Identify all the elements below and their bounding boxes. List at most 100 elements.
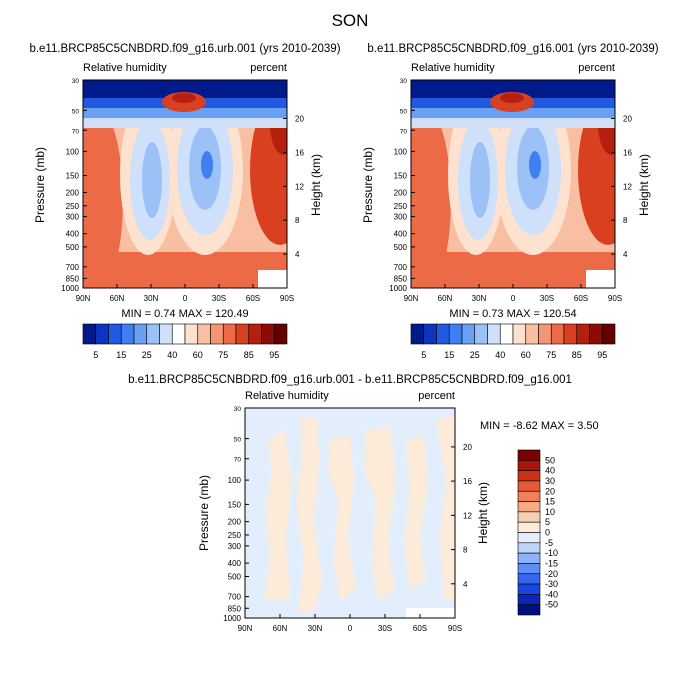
diff-y2-tick-label: 16 <box>463 477 472 486</box>
left-colorbar-box <box>210 323 224 345</box>
diff-panel-title: b.e11.BRCP85C5CNBDRD.f09_g16.urb.001 - b… <box>128 374 572 386</box>
diff-colorbar-box <box>517 594 541 605</box>
left-contour-field <box>83 80 287 288</box>
left-colorbar-box <box>171 323 186 345</box>
left-colorbar-label: 95 <box>269 350 279 360</box>
diff-y-tick-label: 850 <box>228 604 242 613</box>
left-colorbar-label: 85 <box>244 350 254 360</box>
right-stats: MIN = 0.73 MAX = 120.54 <box>449 308 576 320</box>
right-strat-layer-4 <box>411 80 615 98</box>
right-colorbar-label: 25 <box>470 350 480 360</box>
left-y2-tick-label: 4 <box>295 250 300 259</box>
left-y2-tick-label: 8 <box>295 216 300 225</box>
left-colorbar-box <box>133 323 148 345</box>
left-terrain-mask <box>258 270 287 288</box>
left-x-tick-label: 30S <box>212 294 226 303</box>
right-colorbar-box <box>525 323 539 345</box>
right-colorbar-label: 75 <box>546 350 556 360</box>
left-x-tick-label: 90S <box>280 294 294 303</box>
right-colorbar-box <box>589 323 603 345</box>
right-colorbar-box <box>436 323 450 345</box>
right-y-tick-label: 150 <box>394 171 408 180</box>
diff-colorbar-label: -10 <box>545 548 558 558</box>
left-panel-title: b.e11.BRCP85C5CNBDRD.f09_g16.urb.001 (yr… <box>29 43 340 55</box>
right-y-tick-label: 400 <box>394 230 408 239</box>
diff-y-tick-label: 400 <box>228 559 242 568</box>
diff-axes: 90N 60N 30N 0 30S 60S 90S 30 50 70 100 150 200 250 300… <box>223 406 472 633</box>
left-axes: 90N 60N 30N 0 30S 60S 90S 30 50 70 100 150 200 250 300… <box>61 78 304 303</box>
right-y-tick-label: 850 <box>394 274 408 283</box>
left-variable-label: Relative humidity <box>83 62 167 74</box>
diff-positive-region-4 <box>364 426 396 600</box>
right-sh-dry-core <box>529 151 541 179</box>
left-y-tick-label: 50 <box>72 108 80 115</box>
right-x-tick-label: 60S <box>574 294 588 303</box>
right-colorbar-box <box>538 323 552 345</box>
diff-colorbar-box <box>517 521 541 533</box>
figure-title: SON <box>332 11 369 30</box>
left-colorbar-box <box>184 323 199 345</box>
diff-y-tick-label: 30 <box>234 406 242 413</box>
diff-colorbar-box <box>517 470 541 482</box>
left-y-tick-label: 850 <box>66 274 80 283</box>
left-colorbar-box <box>159 323 173 345</box>
left-colorbar-label: 60 <box>193 350 203 360</box>
diff-colorbar-box <box>517 480 541 492</box>
right-colorbar-label: 60 <box>521 350 531 360</box>
left-nh-dry-core <box>142 142 162 218</box>
left-tropopause-moist-core <box>172 93 196 103</box>
diff-y-tick-label: 1000 <box>223 614 241 623</box>
right-contour-field <box>411 80 615 288</box>
right-y2-tick-label: 12 <box>623 182 632 191</box>
diff-y2-tick-label: 4 <box>463 580 468 589</box>
left-stats: MIN = 0.74 MAX = 120.49 <box>121 308 248 320</box>
diff-variable-label: Relative humidity <box>245 390 329 402</box>
diff-colorbar-box <box>517 501 541 513</box>
right-panel-title: b.e11.BRCP85C5CNBDRD.f09_g16.001 (yrs 20… <box>367 43 658 55</box>
right-y-tick-label: 300 <box>394 213 408 222</box>
left-colorbar: 5 15 25 40 60 75 85 95 <box>82 323 288 360</box>
left-y-tick-label: 150 <box>66 171 80 180</box>
left-y2-tick-label: 12 <box>295 182 304 191</box>
diff-positive-region-3 <box>328 436 356 600</box>
left-colorbar-box <box>248 323 262 345</box>
diff-colorbar-box <box>517 511 541 523</box>
left-colorbar-label: 75 <box>218 350 228 360</box>
diff-colorbar-label: 0 <box>545 528 550 538</box>
right-colorbar-box <box>550 323 565 345</box>
diff-colorbar-label: 30 <box>545 476 555 486</box>
right-x-tick-label: 60N <box>438 294 453 303</box>
right-colorbar-box <box>499 323 514 345</box>
right-colorbar-box <box>410 323 425 345</box>
diff-colorbar-box <box>517 490 541 502</box>
right-variable-label: Relative humidity <box>411 62 495 74</box>
left-y-tick-label: 100 <box>66 147 80 156</box>
diff-y-tick-label: 150 <box>228 500 242 509</box>
diff-colorbar-box <box>517 532 541 544</box>
diff-colorbar-box <box>517 583 541 595</box>
right-colorbar: 5 15 25 40 60 75 85 95 <box>410 323 616 360</box>
right-x-tick-label: 30S <box>540 294 554 303</box>
diff-colorbar-box <box>517 552 541 564</box>
right-panel: b.e11.BRCP85C5CNBDRD.f09_g16.001 (yrs 20… <box>361 43 659 320</box>
diff-colorbar-label: -50 <box>545 600 558 610</box>
left-colorbar-box <box>235 323 250 345</box>
right-colorbar-box <box>487 323 501 345</box>
right-y-axis-title: Pressure (mb) <box>361 147 375 223</box>
left-panel: b.e11.BRCP85C5CNBDRD.f09_g16.urb.001 (yr… <box>29 43 340 320</box>
right-x-tick-label: 0 <box>511 294 516 303</box>
diff-colorbar-label: -40 <box>545 589 558 599</box>
diff-y-tick-label: 700 <box>228 593 242 602</box>
diff-colorbar-box <box>517 563 541 575</box>
right-x-tick-label: 30N <box>472 294 487 303</box>
left-y-tick-label: 250 <box>66 202 80 211</box>
diff-y-tick-label: 200 <box>228 518 242 527</box>
right-y-tick-label: 50 <box>400 108 408 115</box>
left-y-tick-label: 700 <box>66 263 80 272</box>
diff-y-tick-label: 70 <box>234 457 242 464</box>
diff-terrain-mask <box>406 608 455 618</box>
left-x-tick-label: 90N <box>76 294 91 303</box>
diff-positive-region-6 <box>436 416 455 600</box>
